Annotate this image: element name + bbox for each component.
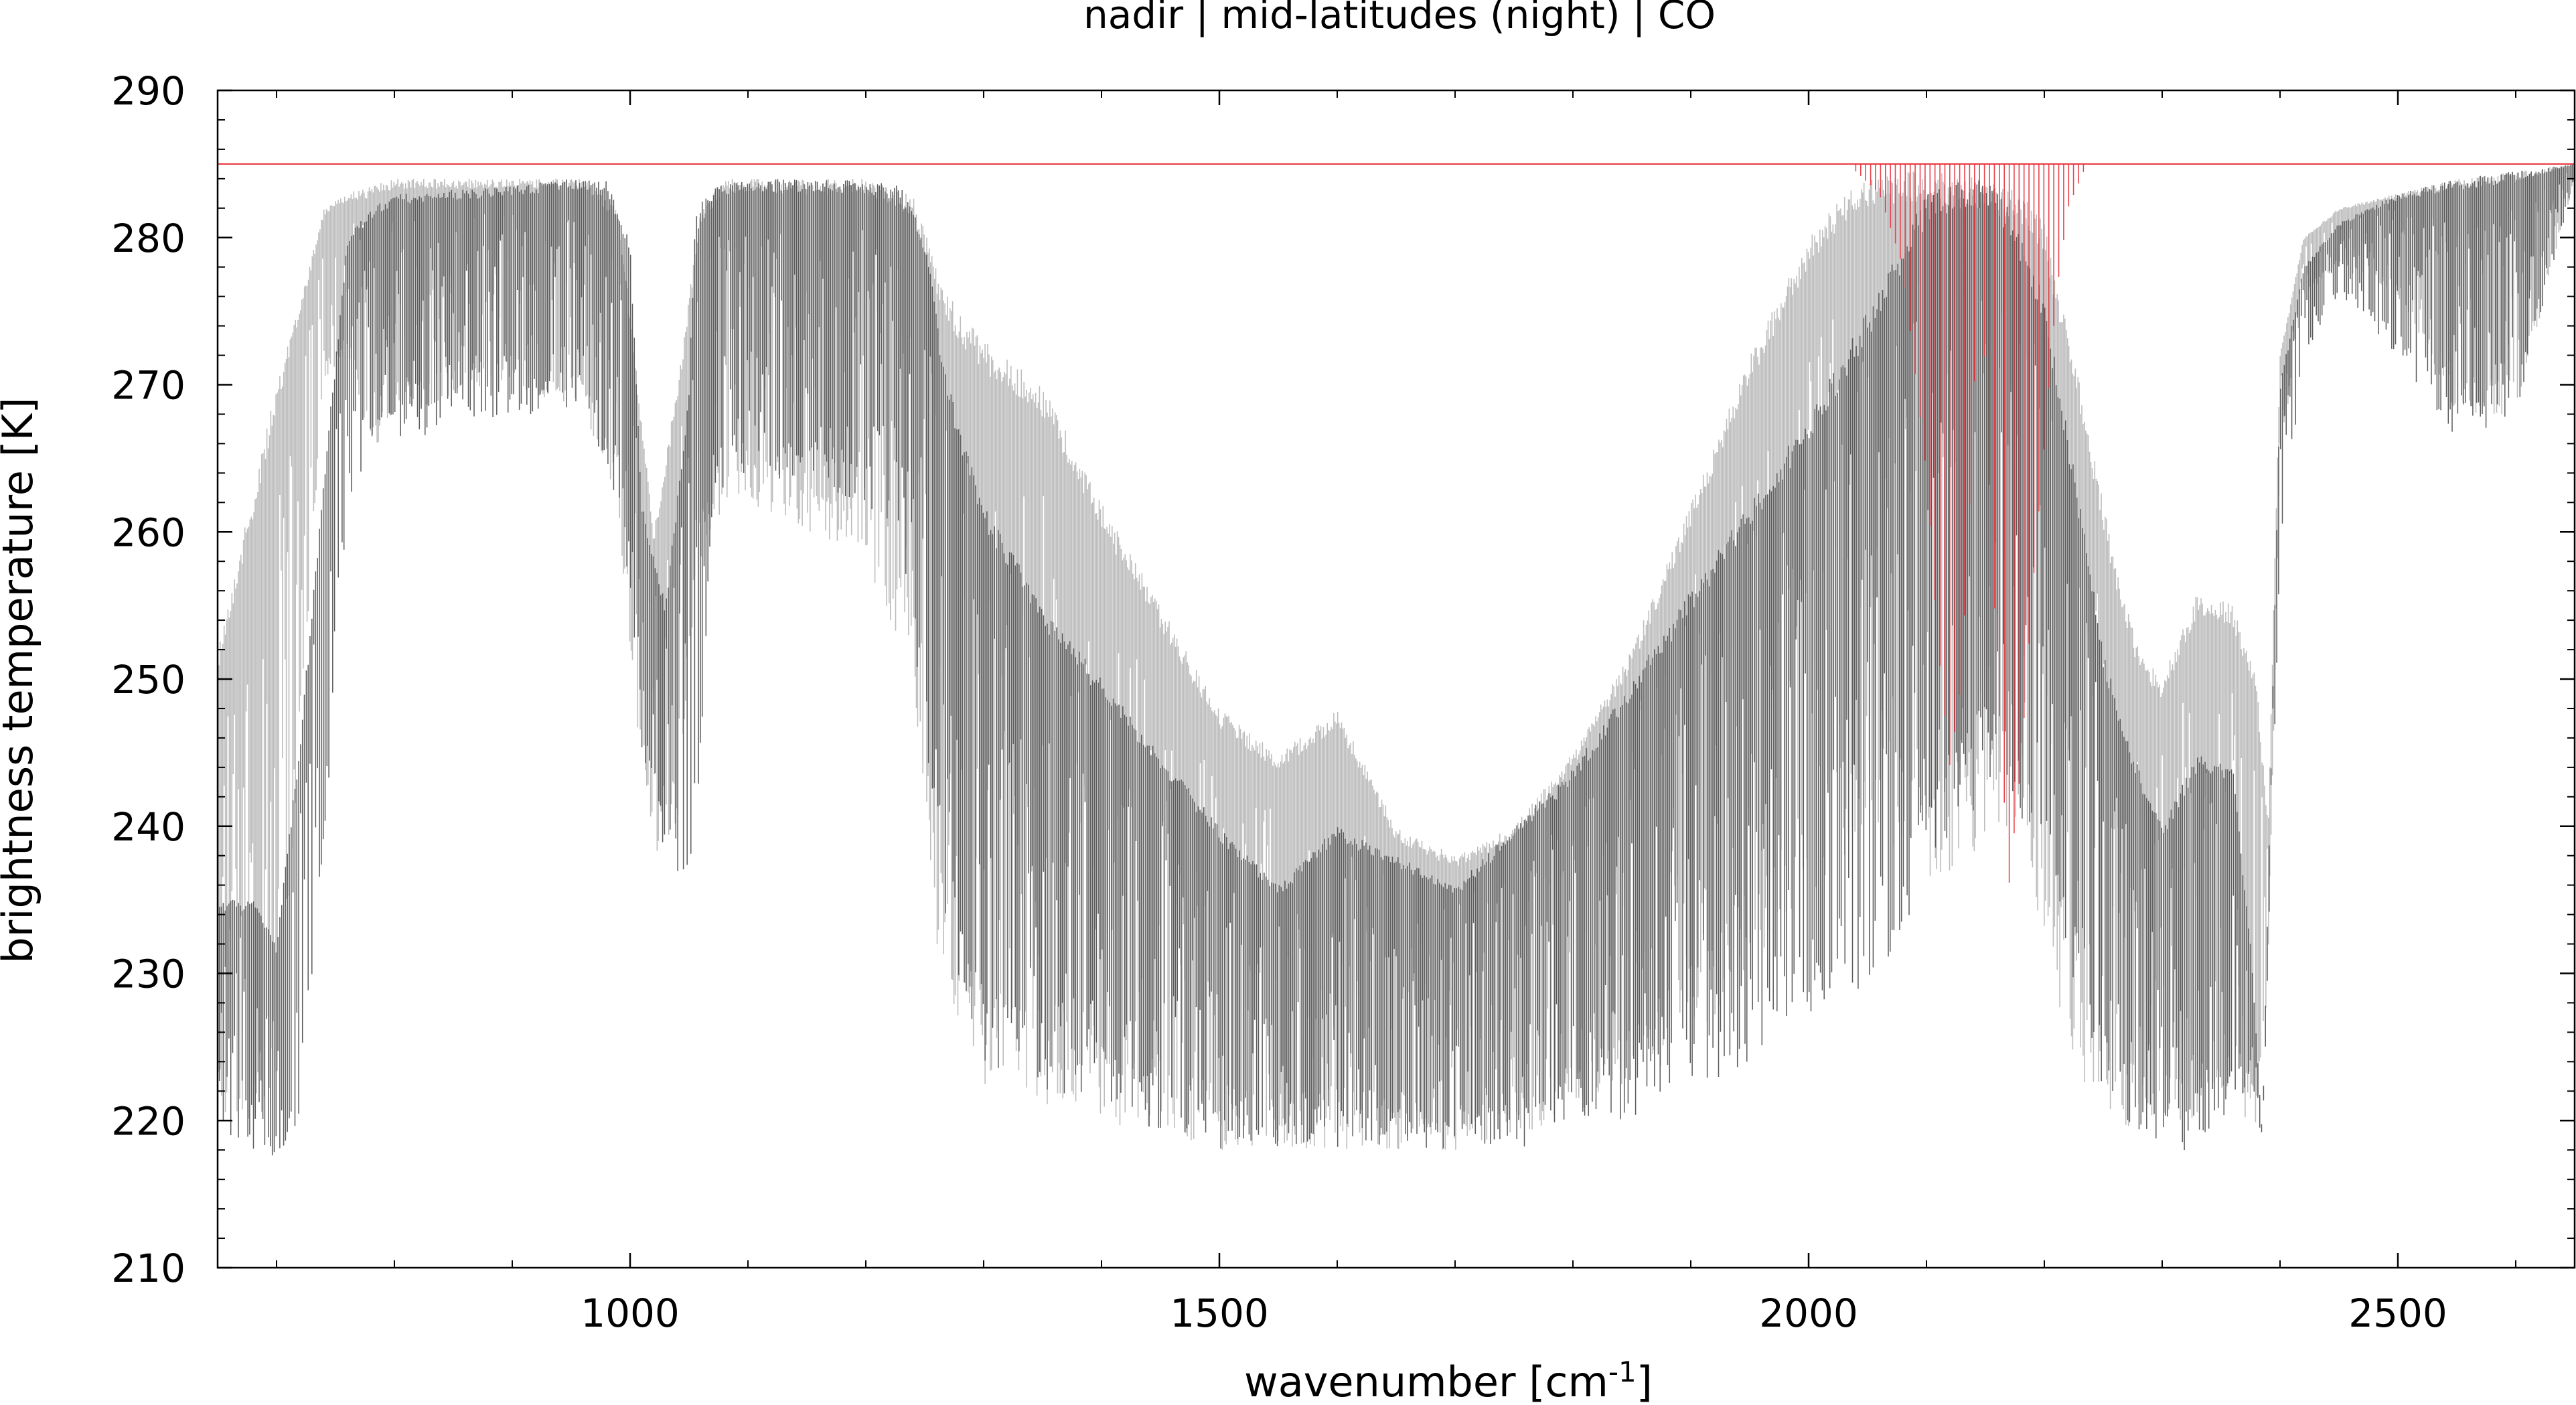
y-tick-label: 210 bbox=[111, 1246, 185, 1291]
x-axis-label-end: ] bbox=[1637, 1357, 1653, 1405]
co-absorption-lines bbox=[1855, 163, 2085, 883]
x-axis-label-superscript: -1 bbox=[1608, 1355, 1637, 1388]
y-tick-label: 280 bbox=[111, 216, 185, 261]
x-axis-ticks: 1000 1500 2000 2500 bbox=[276, 90, 2516, 1336]
y-tick-label: 240 bbox=[111, 804, 185, 850]
series-light-gray bbox=[217, 164, 2575, 1150]
series-co-red bbox=[218, 163, 2575, 883]
chart-title: nadir | mid-latitudes (night) | CO bbox=[1083, 0, 1716, 38]
y-tick-label: 270 bbox=[111, 363, 185, 409]
y-tick-label: 230 bbox=[111, 952, 185, 997]
x-tick-label: 1500 bbox=[1170, 1290, 1269, 1336]
y-axis-label: brightness temperature [K] bbox=[0, 397, 42, 963]
series-light-gray-lines bbox=[217, 164, 2575, 1150]
y-axis-ticks: 210 220 230 240 250 260 270 280 290 bbox=[111, 68, 2575, 1291]
x-axis-label-main: wavenumber [cm bbox=[1244, 1357, 1608, 1405]
y-tick-label: 260 bbox=[111, 510, 185, 555]
x-tick-label: 2500 bbox=[2348, 1290, 2447, 1336]
x-axis-label: wavenumber [cm-1] bbox=[1244, 1355, 1653, 1405]
y-tick-label: 250 bbox=[111, 657, 185, 702]
x-tick-label: 2000 bbox=[1759, 1290, 1858, 1336]
y-tick-label: 290 bbox=[111, 68, 185, 114]
y-tick-label: 220 bbox=[111, 1098, 185, 1144]
x-tick-label: 1000 bbox=[581, 1290, 680, 1336]
plot-area bbox=[217, 163, 2575, 1156]
